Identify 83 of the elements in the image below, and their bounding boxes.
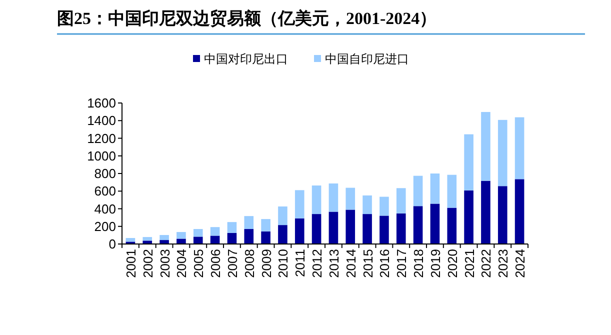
bar <box>396 188 406 214</box>
x-tick-label: 2021 <box>462 249 477 278</box>
x-tick-label: 2018 <box>411 249 426 278</box>
x-tick-label: 2006 <box>208 249 224 278</box>
bar <box>210 227 220 236</box>
bar <box>346 188 356 210</box>
bar <box>380 216 389 244</box>
bar <box>430 204 440 244</box>
x-tick-label: 2013 <box>326 249 342 278</box>
bar <box>261 219 270 232</box>
bar <box>413 176 423 206</box>
x-tick-label: 2007 <box>224 249 240 278</box>
bar <box>481 112 490 181</box>
bar <box>346 210 356 244</box>
bar <box>160 235 169 240</box>
y-tick-label: 1400 <box>87 113 116 128</box>
bar <box>294 218 304 244</box>
bar <box>328 212 338 244</box>
x-tick-label: 2014 <box>343 249 358 278</box>
bar <box>447 174 457 208</box>
bar <box>193 236 203 244</box>
bar <box>142 237 152 241</box>
x-tick-label: 2023 <box>496 249 511 278</box>
bar <box>227 222 237 233</box>
legend-label: 中国自印尼进口 <box>325 52 409 66</box>
x-tick-label: 2002 <box>140 249 156 278</box>
y-tick-label: 800 <box>94 166 116 181</box>
x-tick-label: 2003 <box>157 249 172 278</box>
bar <box>193 229 203 237</box>
bar <box>396 213 406 244</box>
bar <box>498 120 508 186</box>
x-tick-label: 2020 <box>444 249 460 278</box>
bar <box>464 134 474 190</box>
x-tick-label: 2001 <box>123 249 138 278</box>
y-tick-label: 600 <box>94 184 116 199</box>
bar <box>142 240 152 244</box>
bar <box>362 214 372 244</box>
bar <box>362 195 372 214</box>
x-tick-label: 2022 <box>478 249 494 278</box>
x-tick-label: 2009 <box>258 249 274 278</box>
bar <box>447 208 457 244</box>
x-tick-label: 2017 <box>394 249 410 278</box>
bar <box>481 180 490 244</box>
bar <box>328 183 338 212</box>
bar <box>210 236 220 244</box>
y-tick-label: 1600 <box>87 96 116 110</box>
x-tick-label: 2019 <box>428 249 443 278</box>
y-tick-label: 1200 <box>87 130 116 146</box>
bar <box>176 238 186 244</box>
x-tick-label: 2008 <box>242 249 257 278</box>
x-tick-label: 2024 <box>512 249 528 278</box>
x-tick-label: 2015 <box>360 249 376 278</box>
bar <box>464 190 474 244</box>
bar <box>176 232 186 239</box>
bar <box>312 214 322 244</box>
bar <box>498 186 508 244</box>
bar <box>278 206 288 226</box>
bar <box>244 229 254 244</box>
bar <box>514 117 524 180</box>
x-tick-label: 2016 <box>377 249 392 278</box>
bar <box>261 231 270 244</box>
bar <box>430 174 440 204</box>
x-tick-label: 2005 <box>191 249 206 278</box>
bar <box>380 196 389 216</box>
bar <box>312 185 322 214</box>
bar <box>294 190 304 218</box>
bar <box>413 206 423 244</box>
y-tick-label: 400 <box>94 201 116 216</box>
x-tick-label: 2012 <box>310 249 325 278</box>
x-tick-label: 2004 <box>174 249 190 278</box>
bar <box>126 238 136 242</box>
bar <box>514 179 524 244</box>
y-tick-label: 0 <box>108 236 116 252</box>
legend-label: 中国对印尼出口 <box>204 52 288 66</box>
bar <box>227 232 237 244</box>
title: 图25：中国印尼双边贸易额（亿美元，2001-2024） <box>57 9 437 28</box>
bar <box>160 240 169 244</box>
x-tick-label: 2010 <box>276 249 291 278</box>
y-tick-label: 1000 <box>87 148 116 164</box>
bar <box>278 225 288 244</box>
x-tick-label: 2011 <box>292 249 308 277</box>
bar <box>244 216 254 230</box>
y-tick-label: 200 <box>94 218 116 234</box>
